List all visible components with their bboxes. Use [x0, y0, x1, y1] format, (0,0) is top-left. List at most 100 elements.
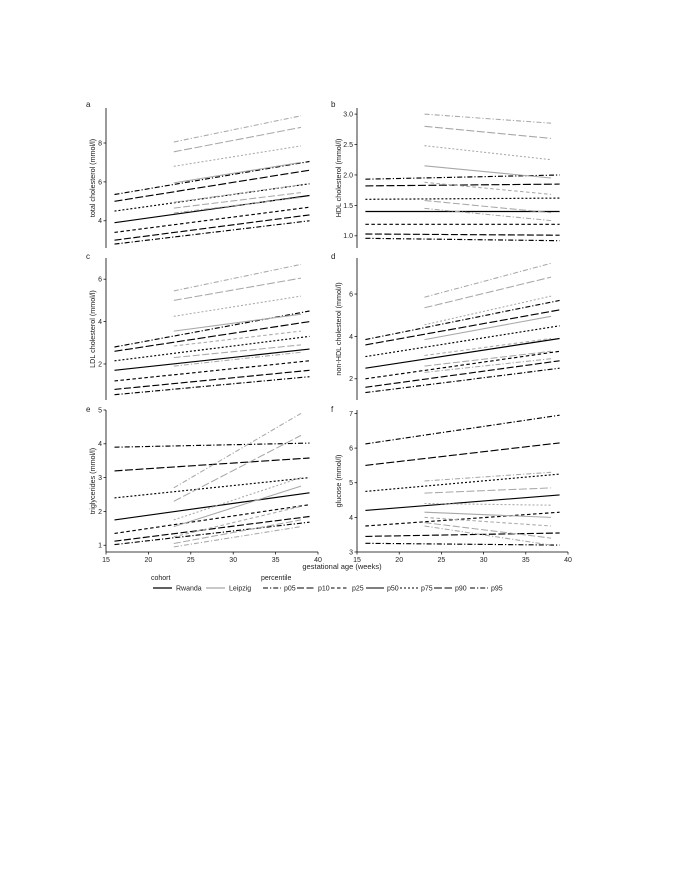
- y-axis-label: HDL cholesterol (mmol/l): [334, 139, 343, 218]
- legend-p05-label: p05: [284, 586, 296, 593]
- series-leipzig-p25: [424, 337, 552, 357]
- x-tick-label: 15: [353, 557, 361, 564]
- series-rwanda-p90: [365, 183, 560, 187]
- x-tick-label: 30: [229, 557, 237, 564]
- series-leipzig-p10: [173, 344, 302, 359]
- series-leipzig-p90: [173, 434, 302, 502]
- series-leipzig-p25: [173, 505, 302, 538]
- series-leipzig-p50: [173, 485, 302, 528]
- series-rwanda-p75: [365, 197, 560, 200]
- panel-f: f 3 4 5 6 7 15 20 25 30 35 40 glucose (mmol/l): [331, 405, 572, 564]
- y-tick-label: 4: [349, 515, 353, 522]
- series-leipzig-p25: [173, 330, 302, 347]
- y-tick-label: 1.0: [343, 233, 353, 240]
- series-leipzig-p90: [424, 276, 552, 309]
- series-rwanda-p10: [365, 532, 560, 537]
- legend-percentile-title: percentile: [261, 575, 291, 582]
- series-leipzig-p05: [424, 207, 552, 222]
- y-tick-label: 6: [98, 277, 102, 284]
- series-leipzig-p90: [173, 126, 302, 153]
- y-axis-label: LDL cholesterol (mmol/l): [88, 290, 97, 368]
- legend-percentile-entries: p05 p10 p25 p50 p75 p90 p95: [263, 586, 503, 593]
- y-tick-label: 2.5: [343, 142, 353, 149]
- x-tick-label: 40: [314, 557, 322, 564]
- series-rwanda-p75: [114, 477, 310, 499]
- legend-p75-label: p75: [421, 586, 433, 593]
- panel-letter-b: b: [331, 100, 336, 109]
- series-leipzig-p05: [173, 351, 302, 367]
- x-tick-label: 15: [102, 557, 110, 564]
- y-tick-label: 3: [98, 475, 102, 482]
- legend-cohort-title: cohort: [151, 575, 171, 582]
- legend: cohort Rwanda Leipzig percentile p05 p10 p…: [151, 575, 503, 593]
- series-rwanda-p75: [365, 473, 560, 492]
- series-leipzig-p25: [424, 516, 552, 527]
- series-rwanda-p25: [114, 360, 310, 382]
- series-rwanda-p25: [114, 206, 310, 233]
- series-leipzig-p10: [424, 199, 552, 214]
- legend-p95-label: p95: [491, 586, 503, 593]
- series-rwanda-p90: [365, 309, 560, 346]
- y-axis-label: glucose (mmol/l): [334, 455, 343, 508]
- series-leipzig-p95: [424, 113, 552, 124]
- y-axis-label: total cholesterol (mmol/l): [88, 139, 97, 217]
- series-rwanda-p50: [365, 494, 560, 511]
- y-tick-label: 5: [98, 407, 102, 414]
- y-tick-label: 5: [349, 480, 353, 487]
- y-tick-label: 1.5: [343, 203, 353, 210]
- series-leipzig-p75: [173, 477, 302, 521]
- x-tick-label: 30: [480, 557, 488, 564]
- series-rwanda-p95: [114, 160, 310, 196]
- panel-e: e 1 2 3 4 5 15 20 25 30 35 40 triglycerides (mmol/l): [86, 405, 322, 564]
- series-rwanda-p95: [365, 414, 560, 445]
- series-rwanda-p10: [365, 233, 560, 236]
- y-tick-label: 4: [98, 319, 102, 326]
- y-tick-label: 4: [98, 218, 102, 225]
- y-tick-label: 2: [349, 376, 353, 383]
- series-rwanda-p90: [114, 169, 310, 202]
- x-tick-label: 25: [438, 557, 446, 564]
- series-leipzig-p90: [424, 487, 552, 494]
- series-leipzig-p50: [173, 161, 302, 184]
- series-rwanda-p50: [114, 348, 310, 371]
- series-leipzig-p95: [173, 263, 302, 292]
- series-leipzig-p05: [424, 525, 552, 546]
- panel-letter-e: e: [86, 405, 91, 414]
- y-tick-label: 2: [98, 509, 102, 516]
- y-tick-label: 2.0: [343, 172, 353, 179]
- panel-letter-a: a: [86, 100, 91, 109]
- series-rwanda-p25: [114, 504, 310, 534]
- series-leipzig-p75: [173, 145, 302, 167]
- series-rwanda-p75: [114, 335, 310, 362]
- legend-rwanda-label: Rwanda: [176, 586, 202, 593]
- y-tick-label: 6: [349, 445, 353, 452]
- y-tick-label: 7: [349, 411, 353, 418]
- panel-letter-d: d: [331, 252, 335, 261]
- series-rwanda-p10: [114, 214, 310, 241]
- series-leipzig-p75: [424, 295, 552, 326]
- series-rwanda-p50: [114, 492, 310, 521]
- series-leipzig-p05: [173, 196, 302, 214]
- legend-p10-label: p10: [318, 586, 330, 593]
- x-tick-label: 20: [145, 557, 153, 564]
- series-leipzig-p90: [424, 125, 552, 139]
- series-leipzig-p10: [173, 519, 302, 545]
- series-leipzig-p50: [424, 511, 552, 518]
- series-leipzig-p50: [424, 315, 552, 341]
- panel-d: d 2 4 6 non-HDL cholesterol (mmol/l): [331, 252, 560, 400]
- x-tick-label: 35: [522, 557, 530, 564]
- series-leipzig-p10: [424, 350, 552, 367]
- series-rwanda-p90: [114, 321, 310, 352]
- y-tick-label: 8: [98, 140, 102, 147]
- y-tick-label: 3: [349, 549, 353, 556]
- series-rwanda-p05: [365, 542, 560, 546]
- series-rwanda-p90: [114, 457, 310, 472]
- series-rwanda-p05: [114, 521, 310, 546]
- series-rwanda-p95: [365, 299, 560, 341]
- series-leipzig-p25: [424, 181, 552, 195]
- series-leipzig-p90: [173, 277, 302, 301]
- y-tick-label: 4: [349, 334, 353, 341]
- legend-p50-label: p50: [387, 586, 399, 593]
